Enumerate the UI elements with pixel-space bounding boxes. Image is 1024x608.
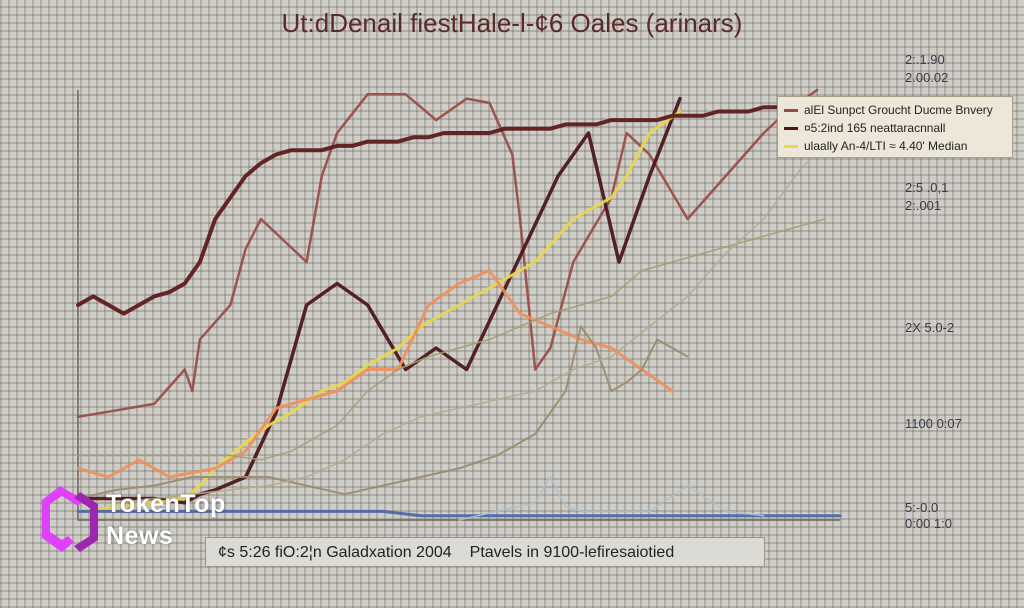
series-line-4 (76, 269, 674, 479)
legend-item: ¤5:2ind 165 neattaracnnall (784, 119, 1006, 137)
series-line-6 (77, 218, 826, 461)
series-layer (76, 88, 842, 521)
axis-lines (77, 90, 840, 521)
right-axis-label: 2X 5.0-2 (905, 320, 955, 335)
chart-title: Ut:dDenail fiestHale-l-¢6 Oales (arinars… (281, 8, 743, 38)
right-axis-label: 1100 0:07 (905, 416, 962, 431)
series-line-7 (77, 325, 689, 500)
series-line-3 (76, 110, 682, 513)
logo-text-line1: TokenTop (106, 490, 226, 518)
caption-text: Ptavels in 9100-lefiresaiotied (469, 544, 675, 561)
right-axis-label: 2:5 .0,1 (905, 180, 949, 195)
series-line-8 (77, 132, 841, 504)
legend-item: alEl Sunpct Groucht Ducme Bnvery (784, 101, 1006, 119)
series-line-9 (76, 509, 842, 518)
logo-mark-icon (42, 486, 98, 552)
series-line-1 (76, 88, 819, 419)
right-axis-label: 2:.001 (905, 198, 942, 213)
legend-swatch-3 (784, 145, 798, 149)
legend: alEl Sunpct Groucht Ducme Bnvery ¤5:2ind… (777, 96, 1013, 158)
legend-label: alEl Sunpct Groucht Ducme Bnvery (804, 103, 993, 117)
chart-caption: ¢s 5:26 fiO:2¦n Galadxation 2004 Ptavels … (205, 537, 765, 567)
caption-text: ¢s 5:26 fiO:2¦n Galadxation 2004 (218, 544, 452, 561)
right-axis-label: 2.00.02 (905, 70, 949, 85)
series-line-5 (76, 96, 842, 316)
right-axis-label: 5:-0.0 (905, 500, 939, 515)
right-axis-label: 0:00 1:0 (905, 516, 952, 531)
logo-text-line2: News (106, 522, 174, 550)
legend-label: ulaally An-4/LTI ≈ 4.40' Median (804, 139, 968, 153)
series-line-10 (458, 476, 765, 521)
series-line-2 (76, 96, 682, 505)
legend-swatch-1 (784, 109, 798, 113)
legend-item: ulaally An-4/LTI ≈ 4.40' Median (784, 137, 1006, 155)
legend-swatch-2 (784, 127, 798, 131)
right-axis-label: 2:.1.90 (905, 52, 945, 67)
tokentop-news-logo: TokenTop News (38, 482, 278, 562)
legend-label: ¤5:2ind 165 neattaracnnall (804, 121, 946, 135)
